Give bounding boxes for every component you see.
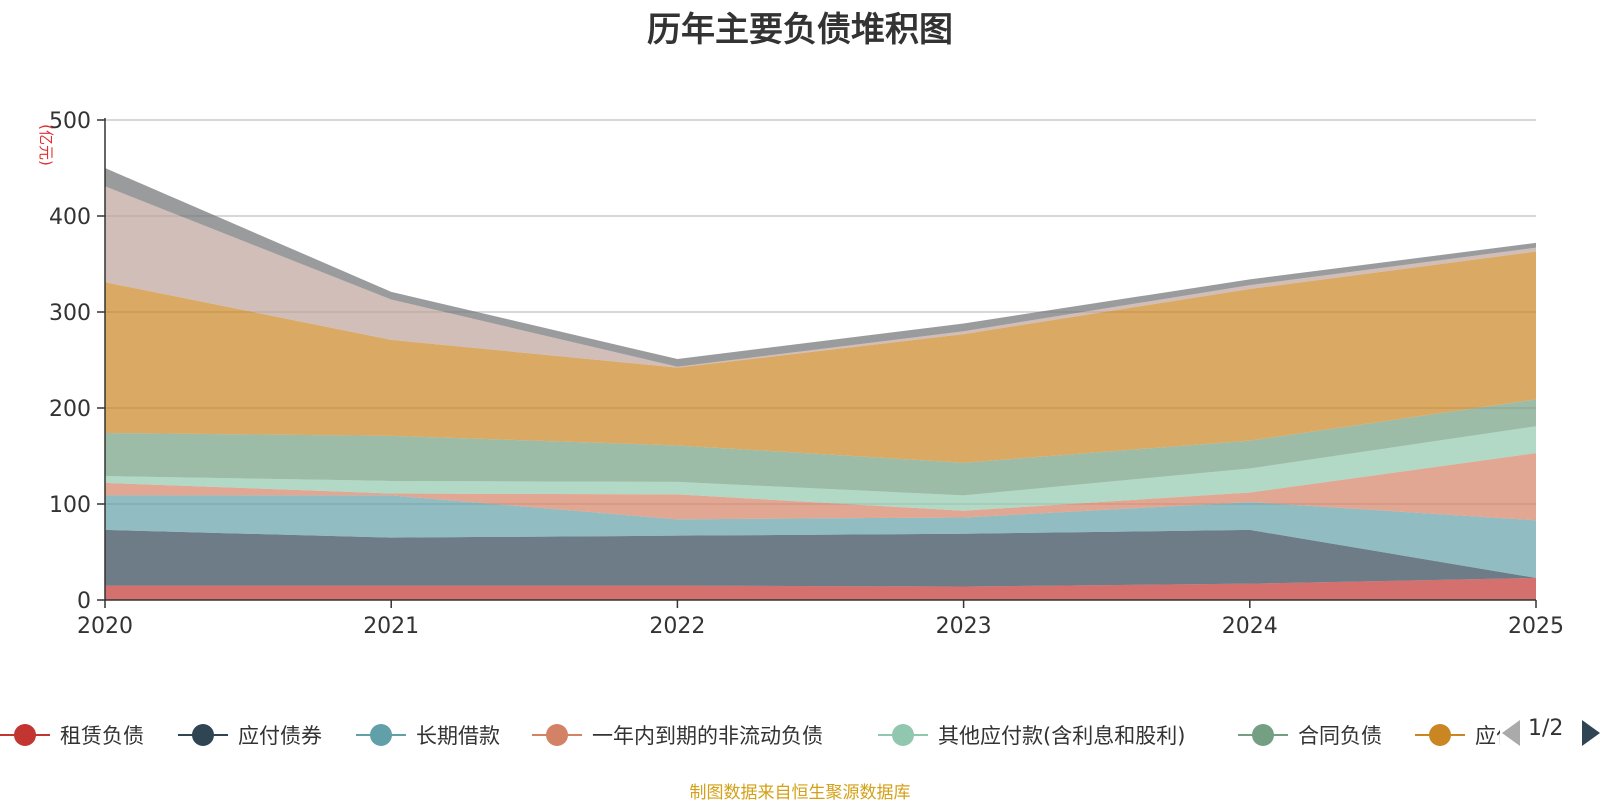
legend-item[interactable]: 其他应付款(含利息和股利) <box>878 705 1185 765</box>
area-series-5[interactable] <box>105 399 1536 496</box>
area-series-0[interactable] <box>105 577 1536 600</box>
y-tick-label: 200 <box>49 397 91 422</box>
legend-page-indicator: 1/2 <box>1528 716 1564 741</box>
legend-marker-icon <box>1415 724 1465 746</box>
x-tick-label: 2025 <box>1508 614 1564 639</box>
legend-prev-page-icon[interactable] <box>1500 718 1524 748</box>
legend-label: 应付账款 <box>1475 724 1500 748</box>
legend-next-page-icon[interactable] <box>1578 718 1600 748</box>
area-series-7[interactable] <box>105 186 1536 368</box>
legend-label: 应付债券 <box>238 724 322 748</box>
legend-label: 其他应付款(含利息和股利) <box>938 724 1186 748</box>
legend-item[interactable]: 一年内到期的非流动负债 <box>532 705 823 765</box>
legend-pager: 1/2 <box>1500 712 1600 752</box>
x-tick-label: 2021 <box>363 614 419 639</box>
x-tick-label: 2023 <box>936 614 992 639</box>
legend-label: 一年内到期的非流动负债 <box>592 724 823 748</box>
legend-label: 租赁负债 <box>60 724 144 748</box>
y-tick-label: 500 <box>49 109 91 134</box>
legend-marker-icon <box>0 724 50 746</box>
legend-item[interactable]: 长期借款 <box>356 705 500 765</box>
legend-item[interactable]: 租赁负债 <box>0 705 144 765</box>
legend-label: 合同负债 <box>1298 724 1382 748</box>
area-series-4[interactable] <box>105 426 1536 511</box>
area-series-1[interactable] <box>105 529 1536 587</box>
legend-item[interactable]: 应付账款 <box>1415 705 1500 765</box>
legend-marker-icon <box>878 724 928 746</box>
legend-item[interactable]: 合同负债 <box>1238 705 1382 765</box>
legend-item[interactable]: 应付债券 <box>178 705 322 765</box>
area-series-3[interactable] <box>105 453 1536 521</box>
legend-marker-icon <box>178 724 228 746</box>
legend: 租赁负债 应付债券 长期借款 一年内到期的非流动负债 其他应付款(含利息和股利) 合同负债… <box>0 705 1500 765</box>
x-tick-label: 2020 <box>77 614 133 639</box>
y-tick-label: 0 <box>77 589 91 614</box>
x-tick-label: 2024 <box>1222 614 1278 639</box>
axes: 0 100 200 300 400 500 2020 2021 2022 2023 2024 2025 <box>49 109 1564 639</box>
legend-marker-icon <box>356 724 406 746</box>
y-tick-label: 100 <box>49 493 91 518</box>
x-tick-label: 2022 <box>649 614 705 639</box>
source-note: 制图数据来自恒生聚源数据库 <box>689 783 911 803</box>
area-series-6[interactable] <box>105 251 1536 463</box>
legend-marker-icon <box>1238 724 1288 746</box>
legend-label: 长期借款 <box>416 724 500 748</box>
y-tick-label: 400 <box>49 205 91 230</box>
chart-title: 历年主要负债堆积图 <box>647 10 953 50</box>
legend-marker-icon <box>532 724 582 746</box>
stacked-areas <box>105 168 1536 600</box>
y-axis-unit-label: (亿元) <box>37 124 55 166</box>
chart-area: 0 100 200 300 400 500 2020 2021 2022 2023 2024 2025… <box>37 109 1564 639</box>
y-tick-label: 300 <box>49 301 91 326</box>
area-series-2[interactable] <box>105 495 1536 578</box>
